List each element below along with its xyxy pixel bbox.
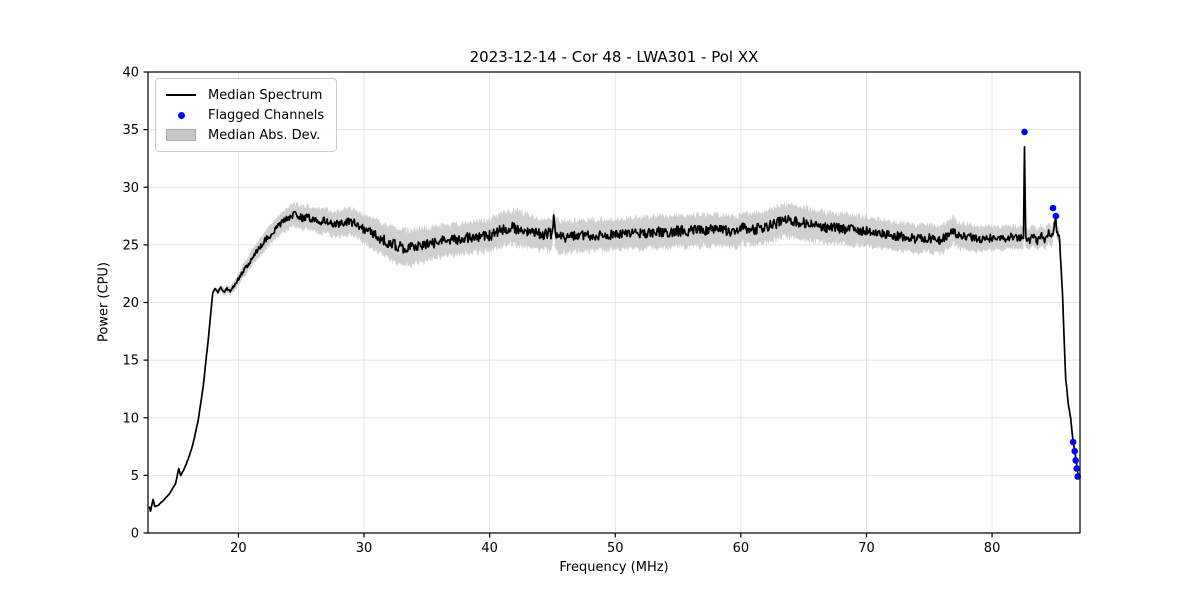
x-tick-label: 20: [230, 541, 247, 556]
y-tick-label: 20: [122, 296, 139, 311]
median-line-swatch: [166, 94, 196, 96]
legend-line-swatch-cell: [165, 94, 197, 96]
flagged-channel-point: [1073, 465, 1080, 472]
median-spectrum-line: [148, 145, 1080, 513]
flagged-channel-point: [1021, 128, 1028, 136]
flagged-channel-point: [1072, 457, 1079, 464]
x-tick-label: 50: [607, 541, 624, 556]
flagged-channel-point: [1074, 473, 1081, 480]
legend-label-median-abs-dev: Median Abs. Dev.: [208, 127, 321, 143]
chart-title: 2023-12-14 - Cor 48 - LWA301 - Pol XX: [469, 48, 759, 66]
legend-label-flagged-channels: Flagged Channels: [208, 107, 325, 123]
legend-item-flagged-channels: Flagged Channels: [165, 105, 324, 125]
flagged-channel-point: [1069, 438, 1077, 446]
y-tick-label: 30: [122, 181, 139, 196]
legend-item-median-spectrum: Median Spectrum: [165, 85, 324, 105]
y-tick-label: 35: [122, 123, 139, 138]
y-tick-label: 0: [131, 527, 139, 542]
mad-band: [149, 142, 1079, 512]
x-tick-label: 40: [481, 541, 498, 556]
flagged-channel-point: [1052, 212, 1060, 220]
x-axis-label: Frequency (MHz): [559, 560, 669, 575]
y-tick-label: 15: [122, 354, 139, 369]
y-tick-label: 25: [122, 238, 139, 253]
x-tick-label: 60: [733, 541, 750, 556]
legend-item-median-abs-dev: Median Abs. Dev.: [165, 125, 324, 145]
legend-dot-swatch-cell: [165, 111, 197, 119]
flagged-channel-point: [1049, 204, 1057, 212]
y-tick-label: 5: [131, 469, 139, 484]
mad-band-swatch: [166, 129, 196, 141]
x-tick-label: 80: [984, 541, 1001, 556]
legend-band-swatch-cell: [165, 129, 197, 141]
legend-label-median-spectrum: Median Spectrum: [208, 87, 323, 103]
flagged-channel-point: [1071, 447, 1078, 455]
x-tick-label: 30: [356, 541, 373, 556]
x-tick-label: 70: [858, 541, 875, 556]
flagged-dot-swatch: [177, 111, 185, 119]
legend: Median Spectrum Flagged Channels Median …: [155, 78, 338, 152]
y-tick-label: 40: [122, 66, 139, 81]
y-tick-label: 10: [122, 411, 139, 426]
y-axis-label: Power (CPU): [96, 261, 112, 343]
